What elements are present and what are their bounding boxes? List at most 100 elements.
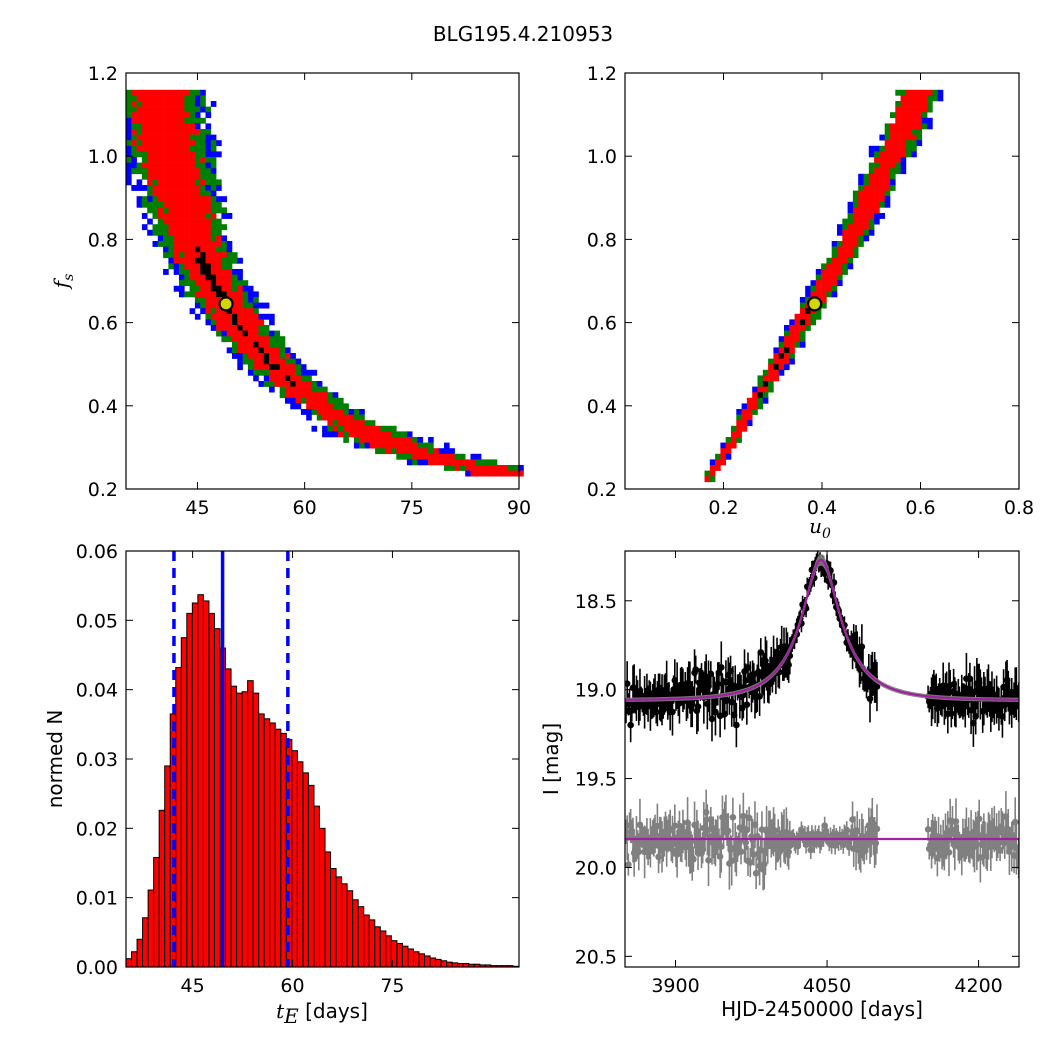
density-cell xyxy=(237,291,243,298)
density-cell xyxy=(205,280,212,287)
density-cell xyxy=(316,392,323,399)
density-cell xyxy=(205,190,212,197)
density-cell xyxy=(126,145,132,152)
density-cell xyxy=(269,347,275,354)
density-cell xyxy=(285,353,291,359)
density-cell xyxy=(858,224,864,231)
light-curve-axes-frame xyxy=(624,550,1020,968)
density-cell xyxy=(226,325,233,331)
density-cell xyxy=(194,145,201,152)
density-cell xyxy=(200,106,206,113)
density-cell xyxy=(863,235,870,242)
density-cell xyxy=(784,347,790,354)
density-cell xyxy=(247,358,254,365)
density-cell xyxy=(152,190,159,197)
density-cell xyxy=(826,274,832,281)
density-cell xyxy=(279,369,286,376)
density-cell xyxy=(364,442,371,449)
density-cell xyxy=(194,134,201,141)
density-cell xyxy=(412,448,418,455)
y-tick-label: 0.03 xyxy=(76,749,118,771)
density-cell xyxy=(762,397,769,404)
residual-point xyxy=(729,813,737,821)
density-cell xyxy=(184,145,190,152)
histogram-bar xyxy=(335,876,343,968)
density-cell xyxy=(205,185,212,191)
y-tick-label: 0.6 xyxy=(587,313,617,335)
density-cell xyxy=(422,448,429,455)
density-cell xyxy=(136,179,143,186)
density-cell xyxy=(184,229,190,236)
density-cell xyxy=(226,336,233,343)
density-cell xyxy=(179,112,185,119)
density-cell xyxy=(874,157,880,163)
density-cell xyxy=(200,297,206,303)
density-cell xyxy=(179,179,185,186)
density-cell xyxy=(226,269,233,275)
density-cell xyxy=(200,241,206,247)
density-cell xyxy=(210,257,217,264)
density-cell xyxy=(905,112,912,119)
density-cell xyxy=(459,465,466,471)
density-cell xyxy=(412,442,418,449)
density-cell xyxy=(306,386,312,393)
density-cell xyxy=(741,425,748,432)
density-cell xyxy=(157,140,164,147)
density-cell xyxy=(306,392,312,399)
density-cell xyxy=(900,112,907,119)
density-cell xyxy=(200,252,206,259)
density-cell xyxy=(179,140,185,147)
density-cell xyxy=(295,364,302,371)
density-cell xyxy=(141,201,148,208)
density-cell xyxy=(152,229,159,236)
density-cell xyxy=(900,157,907,163)
density-cell xyxy=(221,291,227,298)
density-cell xyxy=(263,369,270,376)
density-cell xyxy=(269,364,275,371)
density-cell xyxy=(179,257,185,264)
density-cell xyxy=(406,442,413,449)
density-cell xyxy=(216,257,222,264)
density-cell xyxy=(348,409,355,415)
density-cell xyxy=(205,252,212,259)
density-cell xyxy=(226,274,233,281)
fs-u0-ticks: 0.2 0.4 0.6 0.8 0.2 0.4 0.6 0.8 1.0 1.2 xyxy=(587,63,1034,519)
density-cell xyxy=(868,162,875,169)
density-cell xyxy=(163,185,169,191)
density-cell xyxy=(852,224,859,231)
density-cell xyxy=(253,302,259,309)
density-cell xyxy=(412,453,418,460)
y-tick-label: 0.01 xyxy=(76,888,118,910)
density-cell xyxy=(157,213,164,219)
density-cell xyxy=(879,162,885,169)
density-cell xyxy=(200,218,206,225)
density-cell xyxy=(720,448,726,455)
density-cell xyxy=(216,218,222,225)
density-cell xyxy=(895,168,901,175)
density-cell xyxy=(205,207,212,214)
density-cell xyxy=(858,207,864,214)
histogram-bar xyxy=(341,883,348,968)
density-cell xyxy=(847,229,854,236)
density-cell xyxy=(731,437,737,443)
density-cell xyxy=(852,218,859,225)
density-cell xyxy=(152,213,159,219)
density-cell xyxy=(216,151,222,158)
density-cell xyxy=(879,179,885,186)
density-cell xyxy=(184,224,190,231)
density-cell xyxy=(863,207,870,214)
density-cell xyxy=(173,145,180,152)
density-cell xyxy=(237,302,243,309)
residual-point xyxy=(655,853,662,861)
density-cell xyxy=(194,280,201,287)
density-cell xyxy=(205,173,212,180)
density-cell xyxy=(269,330,275,337)
density-cell xyxy=(821,297,827,303)
density-cell xyxy=(258,319,265,326)
density-cell xyxy=(311,409,318,415)
density-cell xyxy=(322,414,328,421)
density-cell xyxy=(152,123,159,130)
density-cell xyxy=(406,437,413,443)
density-cell xyxy=(131,112,137,119)
density-cell xyxy=(768,369,774,376)
